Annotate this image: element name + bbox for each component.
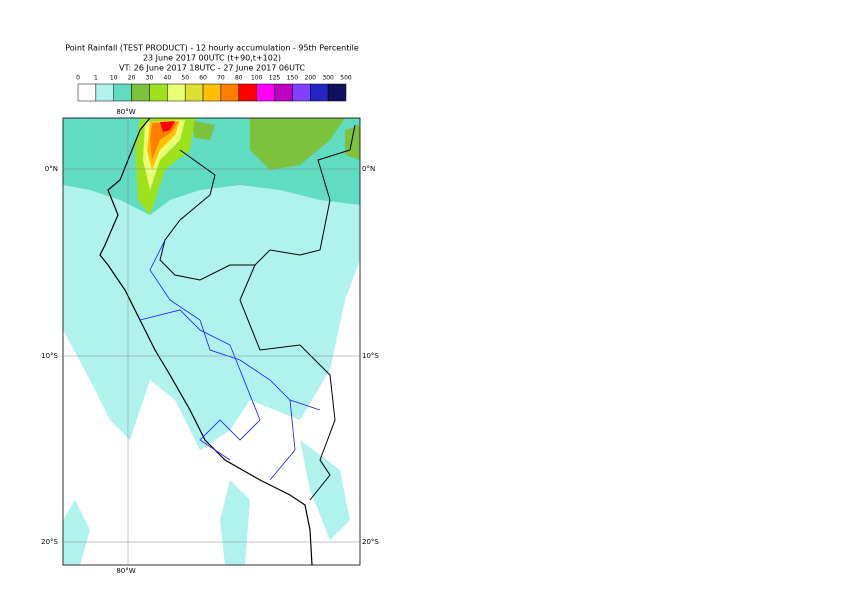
- legend: 0 1 10 20 30 40 50 60 70 80 100 125 150 200 300 500: [76, 75, 352, 102]
- legend-swatch: [256, 83, 275, 102]
- graticule: [63, 118, 360, 565]
- legend-label: 50: [181, 75, 189, 82]
- legend-label: 300: [322, 75, 334, 82]
- subtitle: 23 June 2017 00UTC (t+90,t+102): [143, 54, 281, 63]
- map-frame: [62, 117, 361, 566]
- rainfall-field: [63, 118, 360, 565]
- lon-label: 80°W: [116, 108, 135, 116]
- legend-swatch: [184, 83, 204, 102]
- legend-swatch: [202, 83, 222, 102]
- legend-label: 60: [199, 75, 207, 82]
- legend-label: 40: [164, 75, 172, 82]
- legend-label: 125: [269, 75, 281, 82]
- legend-swatch: [274, 83, 293, 102]
- subtitle: VT: 26 June 2017 18UTC - 27 June 2017 06…: [119, 64, 305, 73]
- legend-label: 80: [235, 75, 243, 82]
- legend-swatch: [167, 83, 186, 102]
- legend-swatch: [77, 83, 97, 102]
- legend-swatch: [238, 83, 257, 102]
- lat-label: 0°N: [362, 165, 375, 173]
- lat-label: 10°S: [41, 352, 58, 360]
- legend-label: 10: [110, 75, 118, 82]
- title: Point Rainfall (TEST PRODUCT) - 12 hourl…: [65, 44, 359, 53]
- borders: [99, 118, 356, 565]
- legend-label: 0: [76, 75, 80, 82]
- lon-label: 80°W: [116, 567, 135, 575]
- legend-swatch: [327, 83, 347, 102]
- legend-label: 30: [146, 75, 154, 82]
- lat-label: 0°N: [45, 165, 58, 173]
- legend-swatch: [131, 83, 150, 102]
- legend-swatch: [149, 83, 168, 102]
- legend-swatch: [292, 83, 311, 102]
- legend-label: 100: [251, 75, 263, 82]
- legend-label: 20: [128, 75, 136, 82]
- legend-swatch: [310, 83, 329, 102]
- legend-label: 500: [340, 75, 352, 82]
- legend-swatch: [95, 83, 114, 102]
- legend-swatch: [113, 83, 132, 102]
- lat-label: 20°S: [41, 538, 58, 546]
- legend-swatch: [220, 83, 240, 102]
- legend-label: 1: [94, 75, 98, 82]
- lat-label: 20°S: [362, 538, 379, 546]
- lat-label: 10°S: [362, 352, 379, 360]
- legend-label: 150: [287, 75, 299, 82]
- legend-label: 200: [305, 75, 317, 82]
- legend-label: 70: [217, 75, 225, 82]
